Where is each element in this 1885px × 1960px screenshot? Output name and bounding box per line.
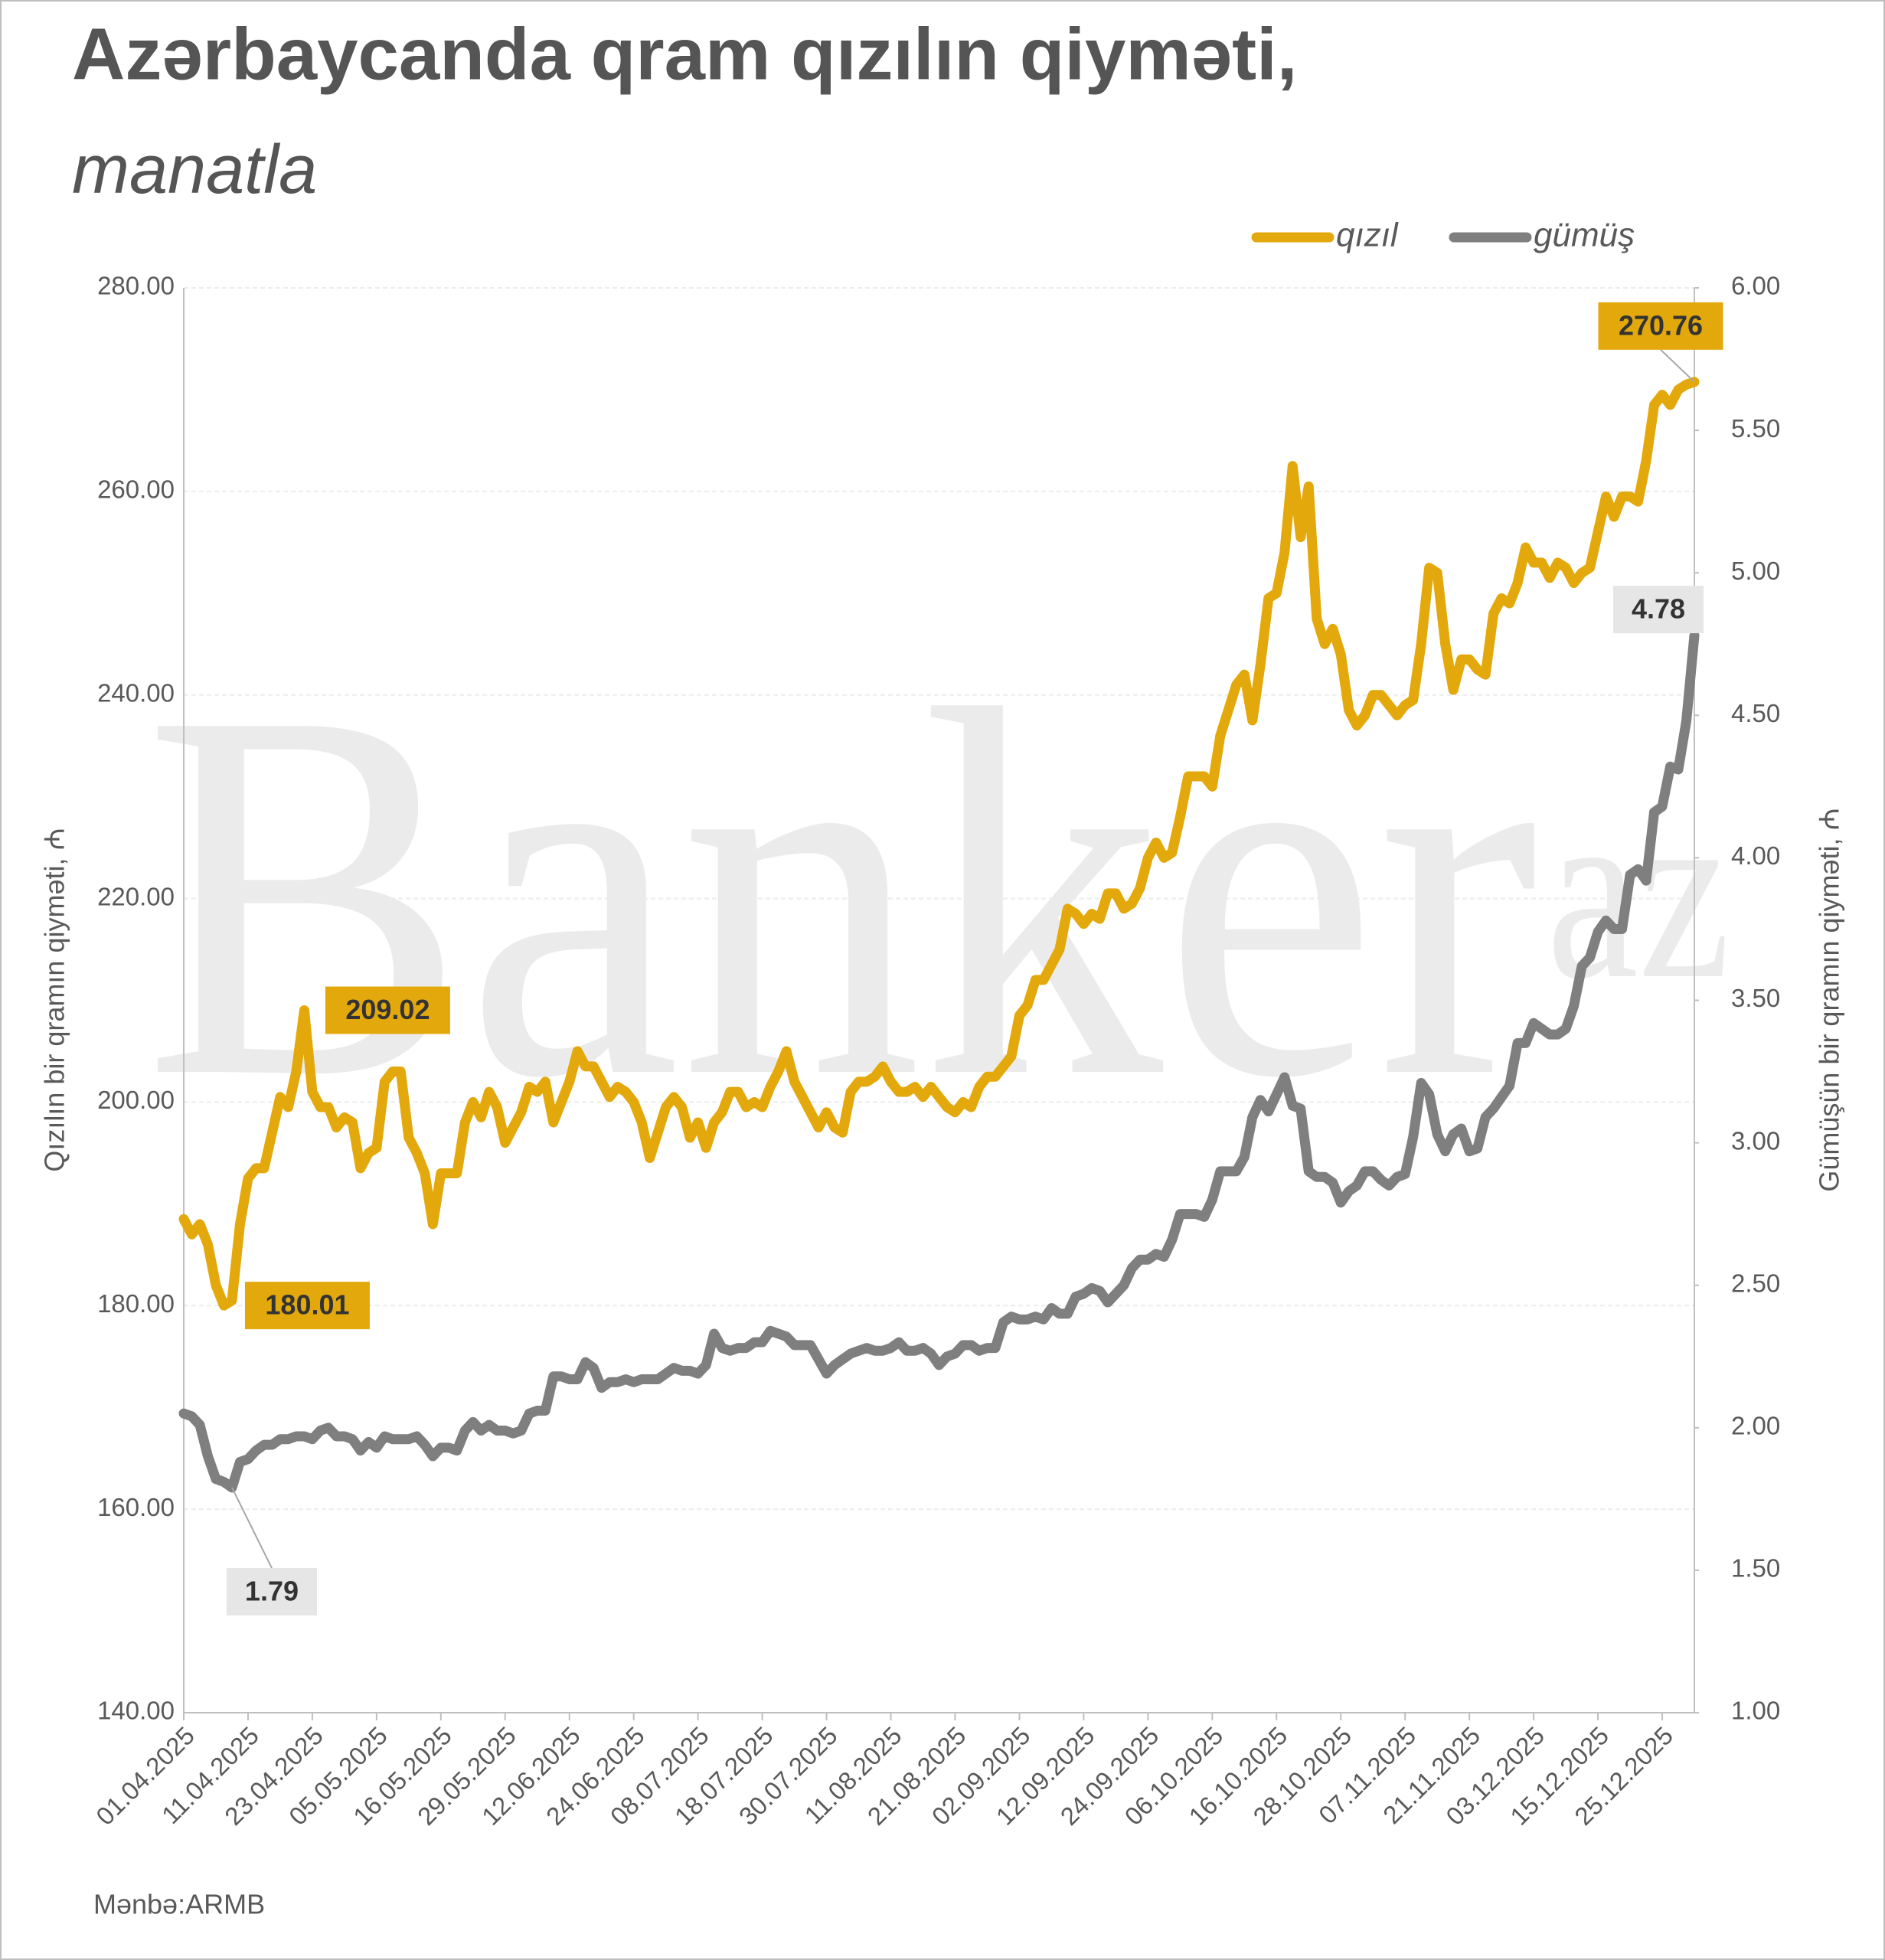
chart-subtitle: manatla [72, 132, 317, 208]
y-tick-label: 200.00 [97, 1086, 175, 1114]
data-label: 1.79 [245, 1575, 299, 1606]
y2-tick-label: 1.00 [1731, 1697, 1780, 1725]
y2-tick-label: 3.50 [1731, 984, 1780, 1012]
data-label: 270.76 [1619, 309, 1703, 341]
y-tick-label: 240.00 [97, 678, 175, 707]
y2-tick-label: 4.00 [1731, 841, 1780, 870]
data-label: 4.78 [1632, 593, 1685, 625]
y2-tick-label: 3.00 [1731, 1126, 1780, 1155]
watermark-group: Banker az [144, 602, 1730, 1187]
y2-tick-label: 5.50 [1731, 414, 1780, 443]
data-label-box [244, 1282, 370, 1330]
label-leader [1660, 349, 1695, 383]
series-line [178, 377, 1700, 1311]
source: Mənbə:ARMB [93, 1889, 265, 1920]
y-tick-label: 140.00 [97, 1697, 175, 1725]
data-label-box [1598, 302, 1723, 350]
y-tick-label: 260.00 [97, 475, 175, 504]
y-tick-label: 220.00 [97, 882, 175, 910]
y-tick-label: 160.00 [97, 1493, 175, 1521]
y2-tick-label: 6.00 [1731, 272, 1780, 300]
y2-tick-label: 5.00 [1731, 557, 1780, 585]
y2-axis-title: Gümüşün bir qramın qiyməti, ₼ [1814, 808, 1845, 1191]
y2-tick-label: 1.50 [1731, 1554, 1780, 1583]
label-leader [231, 1487, 273, 1569]
data-label: 209.02 [345, 994, 430, 1025]
data-label-box [1613, 586, 1704, 634]
legend-label: qızıl [1336, 217, 1399, 254]
y-tick-label: 180.00 [97, 1289, 175, 1318]
y2-tick-label: 2.00 [1731, 1412, 1780, 1440]
data-label: 180.01 [265, 1289, 349, 1321]
data-label-box [325, 986, 450, 1034]
chart-title: Azərbaycanda qram qızılın qiyməti, [72, 13, 1297, 95]
y-tick-label: 280.00 [97, 272, 175, 300]
series-line [178, 630, 1700, 1493]
y2-tick-label: 4.50 [1731, 699, 1780, 727]
y2-tick-label: 2.50 [1731, 1269, 1780, 1297]
data-label-box [226, 1567, 317, 1615]
y-axis-title: Qızılın bir qramın qiyməti, ₼ [39, 828, 70, 1171]
watermark: Banker [144, 602, 1538, 1187]
legend-label: gümüş [1534, 217, 1635, 254]
